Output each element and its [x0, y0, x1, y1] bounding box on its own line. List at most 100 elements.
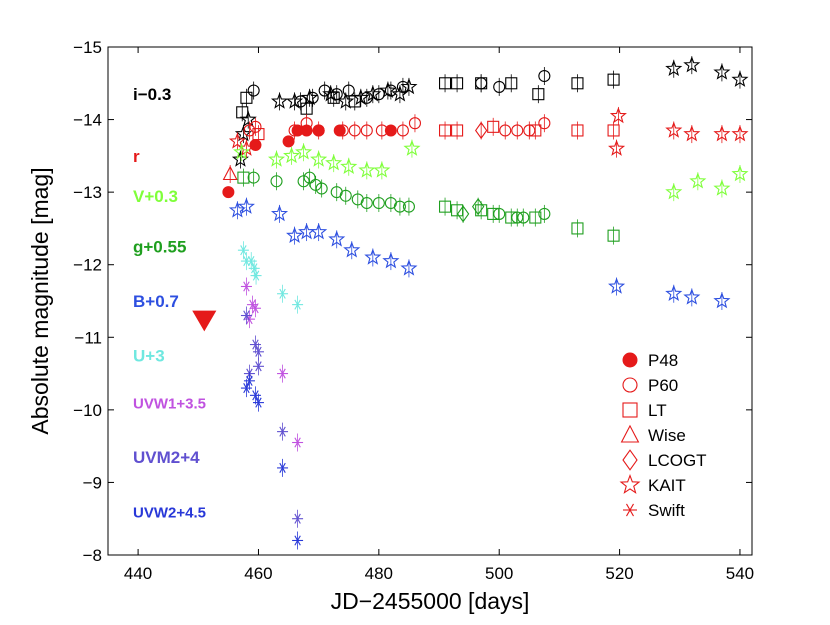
data-point-g: [456, 205, 470, 223]
data-point-uvw2: [292, 535, 304, 546]
band-label: B+0.7: [133, 292, 179, 311]
data-point-g: [538, 207, 551, 220]
data-point-r: [243, 124, 256, 137]
data-point-b: [364, 248, 382, 265]
data-point-g: [471, 198, 485, 216]
data-point-i: [330, 88, 343, 101]
data-point-r: [438, 124, 452, 137]
data-point-i: [396, 80, 409, 93]
data-point-r: [396, 124, 409, 137]
y-tick-label: −14: [73, 111, 102, 130]
data-point-r: [607, 124, 620, 137]
data-point-r: [249, 120, 262, 133]
data-point-r: [474, 121, 488, 140]
data-points: [192, 56, 749, 550]
data-point-b: [608, 277, 626, 294]
band-label: U+3: [133, 346, 165, 365]
data-point-u: [237, 245, 249, 256]
data-point-b: [400, 259, 418, 276]
data-point-i: [240, 91, 253, 104]
data-point-r: [408, 117, 422, 130]
legend-label: LT: [648, 401, 667, 420]
data-point-v: [689, 172, 707, 189]
data-point-r: [384, 124, 397, 137]
data-point-r: [333, 124, 346, 137]
data-point-r: [249, 138, 262, 151]
data-point-g: [511, 211, 524, 224]
data-point-g: [438, 200, 452, 213]
data-point-r: [731, 125, 749, 142]
band-label: V+0.3: [133, 187, 178, 206]
data-point-i: [532, 88, 545, 101]
legend-label: P60: [648, 376, 678, 395]
data-point-i: [731, 70, 749, 87]
data-point-uvw2: [243, 375, 255, 386]
data-point-r: [375, 124, 388, 137]
y-tick-label: −8: [83, 546, 102, 565]
legend-marker: [623, 503, 637, 517]
band-label: UVW1+3.5: [133, 396, 206, 413]
data-point-g: [607, 229, 620, 242]
data-point-r: [348, 124, 361, 137]
legend-label: Wise: [648, 426, 686, 445]
data-point-i: [400, 77, 418, 95]
data-point-i: [372, 88, 385, 101]
data-point-r: [529, 124, 542, 137]
data-point-i: [384, 84, 397, 97]
data-point-g: [360, 196, 373, 210]
data-point-i: [300, 102, 313, 115]
data-point-b: [237, 197, 255, 214]
data-point-g: [237, 171, 250, 184]
data-point-uvw2: [252, 397, 264, 408]
data-point-r: [192, 310, 217, 332]
axes: 440 460 480 500 520 540 −15 −14 −13 −12 −11 −10 −9 −8: [73, 38, 754, 583]
data-point-uvw2: [240, 383, 252, 394]
data-point-g: [339, 189, 352, 202]
data-point-uvm2: [249, 339, 261, 350]
data-point-r: [665, 121, 683, 138]
legend-label: LCOGT: [648, 451, 707, 470]
x-tick-label: 540: [726, 564, 754, 583]
data-point-i: [236, 106, 249, 119]
data-point-r: [608, 139, 626, 156]
legend-marker: [622, 352, 638, 368]
data-point-g: [571, 222, 584, 235]
data-point-i: [270, 92, 289, 109]
legend-marker: [619, 473, 641, 494]
data-point-b: [382, 252, 400, 269]
data-point-uvm2: [292, 513, 304, 524]
legend-label: P48: [648, 351, 678, 370]
y-tick-label: −10: [73, 401, 102, 420]
data-point-g: [372, 196, 385, 210]
data-point-g: [303, 171, 316, 184]
data-point-r: [609, 106, 627, 124]
data-point-i: [360, 91, 373, 104]
data-point-r: [228, 132, 246, 149]
data-point-uvm2: [252, 361, 264, 372]
data-point-i: [493, 80, 506, 93]
data-point-v: [713, 179, 731, 196]
data-point-b: [310, 223, 328, 240]
data-point-i: [286, 92, 304, 109]
data-point-r: [487, 120, 500, 133]
data-point-v: [283, 146, 301, 164]
data-point-i: [234, 125, 252, 142]
data-point-b: [228, 201, 246, 218]
data-point-i: [451, 77, 464, 90]
data-point-g: [309, 178, 322, 191]
data-point-i: [306, 91, 319, 104]
data-point-uvw1: [240, 281, 252, 292]
data-point-i: [337, 92, 355, 109]
x-tick-label: 460: [244, 564, 272, 583]
data-point-u: [277, 288, 289, 299]
data-point-b: [683, 288, 701, 305]
data-point-r: [360, 124, 373, 137]
data-point-g: [393, 200, 406, 213]
data-point-g: [315, 182, 328, 195]
data-point-g: [505, 211, 518, 224]
y-tick-label: −13: [73, 183, 102, 202]
data-point-uvw2: [249, 390, 261, 401]
plot-frame: [107, 46, 753, 556]
data-point-g: [517, 211, 530, 224]
data-point-r: [511, 124, 524, 137]
